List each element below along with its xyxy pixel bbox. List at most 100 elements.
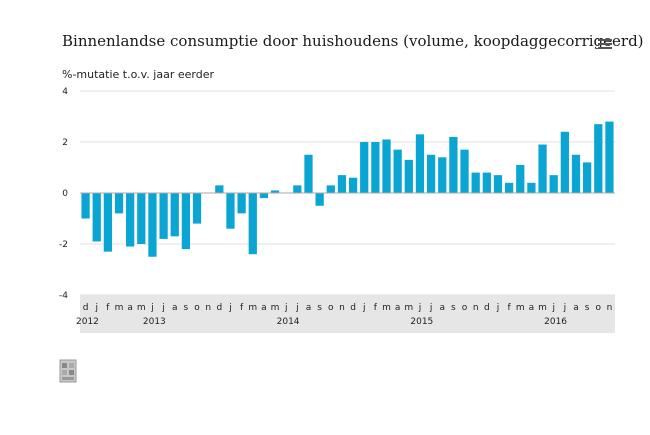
x-tick-label: j bbox=[295, 303, 299, 313]
y-tick-label: 4 bbox=[62, 87, 68, 97]
bar bbox=[293, 185, 302, 193]
x-tick-label: f bbox=[508, 303, 512, 313]
bar bbox=[348, 177, 358, 193]
x-year-label: 2015 bbox=[410, 317, 433, 327]
bar bbox=[594, 124, 603, 193]
x-tick-label: j bbox=[150, 303, 154, 313]
bar bbox=[215, 185, 224, 193]
x-tick-label: m bbox=[137, 303, 146, 313]
x-tick-label: j bbox=[284, 303, 288, 313]
x-tick-label: m bbox=[271, 303, 280, 313]
bar bbox=[326, 185, 335, 193]
x-tick-label: m bbox=[248, 303, 257, 313]
x-tick-label: j bbox=[496, 303, 500, 313]
x-tick-label: s bbox=[184, 303, 189, 313]
bar bbox=[337, 175, 347, 193]
x-tick-label: n bbox=[473, 303, 479, 313]
bar bbox=[504, 182, 514, 193]
bar bbox=[360, 142, 369, 193]
x-year-label: 2012 bbox=[76, 317, 99, 327]
x-tick-label: a bbox=[306, 303, 312, 313]
x-year-label: 2014 bbox=[277, 317, 300, 327]
bar bbox=[560, 131, 569, 193]
bar bbox=[226, 193, 235, 229]
bar bbox=[103, 193, 112, 252]
bar bbox=[493, 175, 503, 193]
bar bbox=[170, 193, 179, 237]
x-tick-label: m bbox=[538, 303, 547, 313]
x-year-label: 2013 bbox=[143, 317, 166, 327]
bar bbox=[81, 193, 90, 219]
x-tick-label: f bbox=[374, 303, 378, 313]
x-axis-band bbox=[80, 295, 615, 333]
bar bbox=[114, 193, 124, 214]
bar bbox=[426, 154, 436, 193]
bar bbox=[460, 149, 469, 193]
x-tick-label: o bbox=[596, 303, 602, 313]
bar bbox=[393, 149, 402, 193]
bar bbox=[192, 193, 202, 224]
x-tick-label: m bbox=[115, 303, 124, 313]
x-tick-label: f bbox=[240, 303, 244, 313]
bar bbox=[438, 157, 447, 193]
bar bbox=[382, 139, 391, 193]
x-tick-label: s bbox=[451, 303, 456, 313]
x-tick-label: m bbox=[404, 303, 413, 313]
y-axis-unit-label: %-mutatie t.o.v. jaar eerder bbox=[62, 68, 214, 81]
bar bbox=[415, 134, 425, 193]
bar bbox=[471, 172, 480, 193]
x-tick-label: a bbox=[529, 303, 535, 313]
y-tick-label: -2 bbox=[59, 240, 68, 250]
bar bbox=[404, 159, 413, 193]
x-tick-label: j bbox=[418, 303, 422, 313]
x-tick-label: j bbox=[228, 303, 232, 313]
bar bbox=[315, 193, 324, 206]
bar bbox=[371, 142, 380, 193]
bar bbox=[92, 193, 101, 242]
hamburger-menu-icon[interactable] bbox=[596, 36, 614, 52]
x-tick-label: a bbox=[395, 303, 401, 313]
x-tick-label: n bbox=[607, 303, 613, 313]
x-tick-label: a bbox=[573, 303, 579, 313]
x-tick-label: a bbox=[439, 303, 445, 313]
x-tick-label: n bbox=[339, 303, 345, 313]
bar bbox=[527, 182, 536, 193]
x-tick-label: d bbox=[83, 303, 89, 313]
x-tick-label: j bbox=[362, 303, 366, 313]
bar bbox=[259, 193, 269, 199]
chart-title: Binnenlandse consumptie door huishoudens… bbox=[62, 32, 644, 50]
bar bbox=[304, 154, 313, 193]
x-tick-label: s bbox=[585, 303, 590, 313]
x-year-label: 2016 bbox=[544, 317, 567, 327]
bar bbox=[583, 162, 592, 193]
x-tick-label: m bbox=[382, 303, 391, 313]
x-tick-label: o bbox=[194, 303, 200, 313]
bar bbox=[482, 172, 491, 193]
bar bbox=[449, 136, 458, 193]
bar bbox=[237, 193, 246, 214]
x-tick-label: a bbox=[127, 303, 133, 313]
bar bbox=[549, 175, 558, 193]
x-tick-label: m bbox=[516, 303, 525, 313]
bar bbox=[137, 193, 146, 244]
x-tick-label: o bbox=[328, 303, 334, 313]
y-tick-label: -4 bbox=[59, 291, 68, 301]
y-tick-label: 2 bbox=[62, 138, 68, 148]
bar bbox=[248, 193, 257, 255]
x-tick-label: a bbox=[261, 303, 267, 313]
bar bbox=[538, 144, 547, 193]
x-tick-label: d bbox=[484, 303, 490, 313]
y-tick-label: 0 bbox=[62, 189, 68, 199]
bar bbox=[605, 121, 614, 193]
bar bbox=[159, 193, 168, 239]
x-tick-label: j bbox=[94, 303, 98, 313]
bar bbox=[126, 193, 135, 247]
bar bbox=[270, 190, 280, 193]
x-tick-label: n bbox=[205, 303, 211, 313]
x-tick-label: j bbox=[429, 303, 433, 313]
x-tick-label: f bbox=[106, 303, 110, 313]
x-tick-label: d bbox=[350, 303, 356, 313]
x-tick-label: a bbox=[172, 303, 178, 313]
bar bbox=[516, 164, 525, 193]
x-tick-label: d bbox=[216, 303, 222, 313]
